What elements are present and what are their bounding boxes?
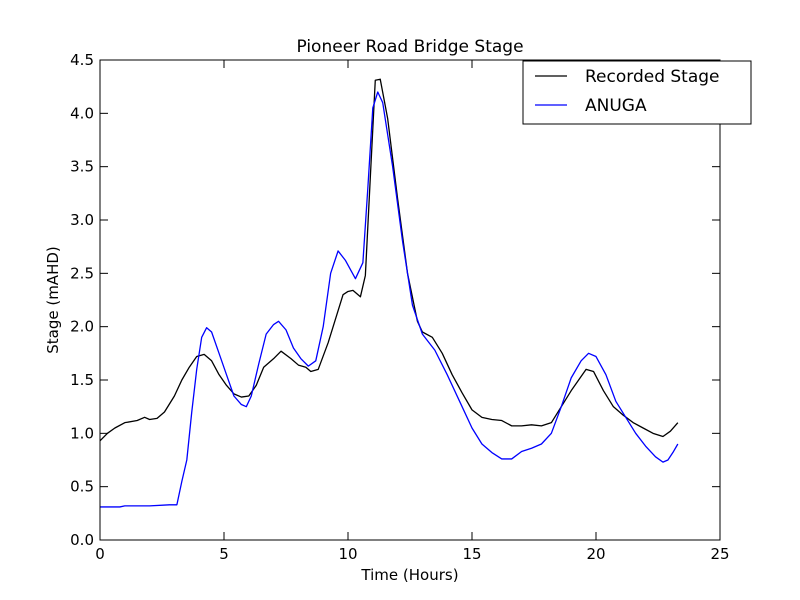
- series-line-recorded-stage: [99, 78, 679, 442]
- x-tick-label: 25: [710, 545, 729, 563]
- x-tick-label: 20: [586, 545, 605, 563]
- legend: Recorded Stage ANUGA: [522, 60, 752, 125]
- y-tick-label: 1.5: [70, 371, 94, 389]
- chart-title: Pioneer Road Bridge Stage: [296, 37, 523, 57]
- y-axis-label: Stage (mAHD): [44, 246, 62, 354]
- x-tick-label: 0: [95, 545, 105, 563]
- x-axis-label: Time (Hours): [360, 566, 458, 584]
- x-tick-label: 15: [462, 545, 481, 563]
- y-tick-label: 2.0: [70, 318, 94, 336]
- legend-label-recorded-stage: Recorded Stage: [585, 67, 720, 87]
- x-tick-label: 5: [219, 545, 229, 563]
- y-tick-label: 0.5: [70, 478, 94, 496]
- legend-label-anuga: ANUGA: [585, 96, 647, 116]
- plot-frame: [99, 59, 721, 541]
- y-tick-label: 3.5: [70, 158, 94, 176]
- legend-box: [522, 60, 752, 125]
- plot-lines: [99, 78, 679, 508]
- x-tick-label: 10: [338, 545, 357, 563]
- series-line-anuga: [100, 91, 679, 508]
- y-tick-label: 4.0: [70, 104, 94, 122]
- y-tick-label: 1.0: [70, 424, 94, 442]
- axis-ticks: 0 5 10 15 20 25 0.0 0.5 1.0 1.5 2.0 2.5 3.0 3.5 4.0 4.5: [70, 51, 729, 563]
- y-tick-label: 4.5: [70, 51, 94, 69]
- y-tick-label: 0.0: [70, 531, 94, 549]
- y-tick-label: 2.5: [70, 264, 94, 282]
- y-tick-label: 3.0: [70, 211, 94, 229]
